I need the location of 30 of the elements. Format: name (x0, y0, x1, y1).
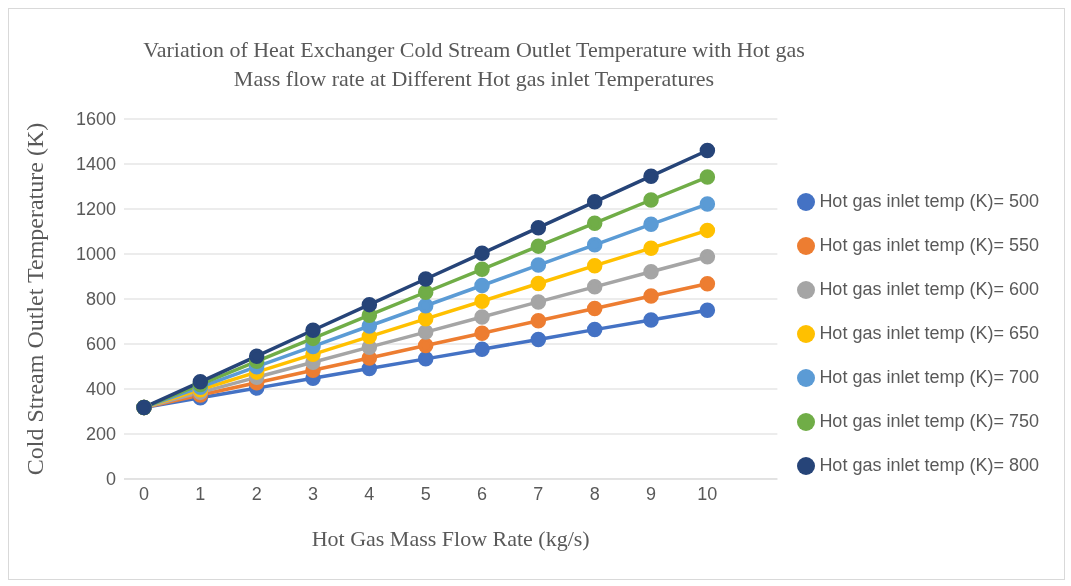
x-tick-label: 7 (533, 483, 544, 504)
x-tick-label: 0 (138, 483, 150, 504)
x-tick-label: 3 (308, 483, 319, 504)
legend-label: Hot gas inlet temp (K)= 600 (819, 279, 1039, 299)
x-tick-label: 8 (589, 483, 600, 504)
y-tick-label: 1400 (75, 154, 116, 175)
y-tick-label: 1600 (75, 109, 116, 130)
y-tick-label: 400 (85, 379, 116, 400)
y-tick-label: 600 (85, 334, 116, 355)
legend-label: Hot gas inlet temp (K)= 750 (819, 411, 1039, 431)
x-tick-label: 4 (364, 483, 375, 504)
x-axis-title: Hot Gas Mass Flow Rate (kg/s) (311, 526, 590, 551)
legend-label: Hot gas inlet temp (K)= 500 (819, 191, 1039, 211)
legend-label: Hot gas inlet temp (K)= 700 (819, 367, 1039, 387)
x-tick-label: 5 (420, 483, 431, 504)
y-tick-label: 200 (85, 424, 116, 445)
y-tick-label: 1000 (75, 244, 116, 265)
y-tick-label: 800 (85, 289, 116, 310)
legend-label: Hot gas inlet temp (K)= 800 (819, 455, 1039, 475)
x-tick-label: 2 (251, 483, 262, 504)
x-tick-label: 6 (477, 483, 488, 504)
legend-label: Hot gas inlet temp (K)= 650 (819, 323, 1039, 343)
y-tick-label: 1200 (75, 199, 116, 220)
chart-title: Variation of Heat Exchanger Cold Stream Outlet Temperature with Hot gas Mass flow rate at Different Hot gas inlet Temperatures (142, 36, 806, 93)
y-tick-label: 0 (105, 469, 116, 490)
x-tick-label: 10 (697, 483, 718, 504)
x-tick-label: 9 (646, 483, 657, 504)
y-axis-title: Cold Stream Outlet Temperature (K) (21, 122, 48, 476)
x-tick-label: 1 (195, 483, 206, 504)
legend-label: Hot gas inlet temp (K)= 550 (819, 235, 1039, 255)
